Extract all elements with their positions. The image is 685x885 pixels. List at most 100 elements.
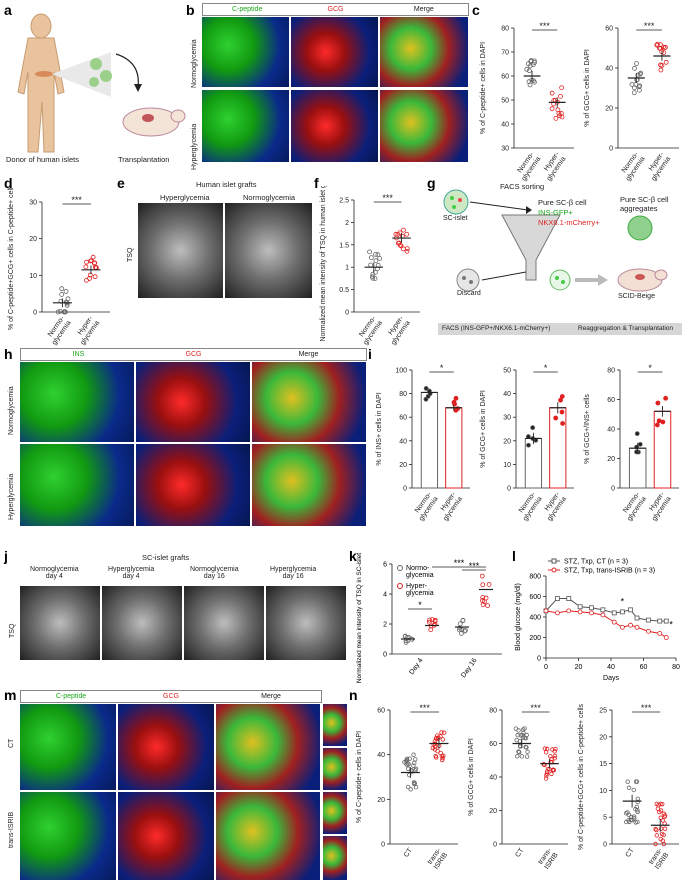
y-tick-label: 6	[383, 562, 387, 569]
micrograph-b-normo-merge	[380, 17, 468, 87]
chart-l: 0 200 400 600 800 0 20 40 60 80 * * Days Blood glucos…	[515, 558, 680, 682]
data-point	[406, 761, 411, 767]
data-point	[553, 415, 559, 421]
data-point	[516, 749, 521, 754]
data-point	[479, 573, 485, 579]
y-tick-label: 0	[507, 486, 511, 493]
chart-d: 0 10 20 30 Normo-glycemia Hyper-glycemia *** % …	[8, 188, 110, 347]
data-point	[377, 255, 383, 261]
sc-islet-icon	[443, 189, 469, 215]
data-point	[517, 749, 522, 755]
data-point	[413, 757, 418, 762]
header-cpeptide: C-peptide	[231, 6, 263, 13]
x-axis-label: Days	[603, 675, 619, 682]
y-tick-label: 60	[377, 708, 385, 715]
sig-stars: ***	[469, 561, 480, 571]
data-point	[654, 833, 659, 838]
data-point	[544, 769, 550, 774]
y-tick-label: 0	[603, 842, 607, 849]
inset-m-4	[323, 836, 347, 880]
x-tick-label: 40	[607, 664, 615, 671]
y-tick-label: 5	[603, 815, 607, 822]
y-tick-label: 10	[503, 462, 511, 469]
data-point	[368, 262, 374, 268]
chart-c2: 0 20 40 60 Normo-glycemia Hyper-glycemia *** % …	[584, 21, 679, 182]
x-tick-label: trans-ISRIB	[648, 847, 671, 871]
data-point	[628, 622, 633, 628]
panel-letter-l: l	[512, 548, 516, 564]
y-axis-label: Normalized mean intensity of TSQ in huma…	[320, 186, 327, 342]
data-point	[441, 753, 446, 759]
data-point	[403, 758, 409, 764]
data-point	[600, 607, 606, 613]
y-tick-label: 0	[609, 146, 613, 153]
data-point	[423, 386, 429, 391]
data-point	[481, 599, 487, 605]
data-point	[395, 240, 401, 246]
panel-letter-c: c	[472, 2, 480, 18]
data-point	[426, 619, 432, 625]
data-point	[636, 87, 642, 93]
panel-m-header: C-peptide GCG Merge	[20, 690, 322, 703]
y-tick-label: 0	[383, 652, 387, 659]
data-point	[462, 628, 467, 634]
data-point	[549, 90, 555, 96]
y-tick-label: 30	[501, 146, 509, 153]
data-point	[411, 763, 416, 768]
data-point	[657, 631, 663, 636]
data-point	[514, 737, 519, 743]
x-tick-label: Hyper-glycemia	[384, 315, 413, 347]
sig-stars: ***	[539, 21, 550, 31]
data-point	[619, 624, 625, 630]
y-tick-label: 0	[33, 310, 37, 317]
data-point	[645, 617, 651, 623]
header-ins: INS	[72, 351, 85, 358]
y-tick-label: 80	[501, 26, 509, 33]
data-point	[558, 93, 563, 99]
y-tick-label: 40	[399, 438, 407, 445]
y-tick-label: 0	[611, 486, 615, 493]
data-point	[521, 730, 526, 736]
data-point	[368, 255, 374, 261]
data-point	[441, 730, 447, 735]
y-tick-label: 1	[345, 265, 349, 272]
data-point	[637, 71, 643, 77]
data-point	[544, 773, 549, 778]
data-point	[393, 231, 399, 237]
data-point	[660, 419, 666, 425]
legend-marker	[397, 583, 403, 589]
sig-stars: ***	[419, 703, 430, 713]
data-point	[625, 810, 630, 815]
x-tick-label: Normo-glycemia	[44, 315, 73, 347]
data-point	[663, 618, 669, 624]
y-tick-label: 20	[489, 808, 497, 815]
data-point	[519, 754, 525, 759]
header-merge-h: Merge	[298, 351, 319, 358]
x-tick-label: Day 16	[460, 657, 479, 679]
data-point	[528, 58, 534, 63]
data-point	[523, 736, 529, 741]
micrograph-j-hyper-d16	[266, 586, 346, 660]
y-tick-label: 20	[377, 797, 385, 804]
data-point	[525, 749, 530, 755]
g-facs-sorting: FACS sorting	[500, 182, 545, 191]
x-tick-label: Hyper-glycemia	[540, 491, 569, 523]
panel-j-title: SC-islet grafts	[142, 553, 190, 562]
data-point	[373, 251, 378, 257]
chart-i2: 0 10 20 30 40 50 Normo-glycemia Hyper-glycemia *…	[480, 363, 574, 523]
sig-stars: *	[544, 363, 548, 373]
x-tick-label: CT	[625, 847, 637, 859]
y-tick-label: 0	[345, 310, 349, 317]
data-point	[662, 826, 668, 831]
sig-stars: ***	[644, 21, 655, 31]
data-point	[663, 59, 669, 65]
x-tick-label: trans-ISRIB	[537, 847, 560, 871]
data-point	[375, 252, 381, 258]
panel-letter-i: i	[368, 346, 372, 362]
data-point	[423, 396, 429, 402]
data-point	[634, 431, 640, 437]
row-isrib-m: trans-ISRIB	[8, 811, 15, 848]
donor-transplant-illustration	[17, 13, 186, 153]
x-tick-label: Hyper-glycemia	[539, 151, 568, 183]
data-point	[87, 272, 93, 278]
